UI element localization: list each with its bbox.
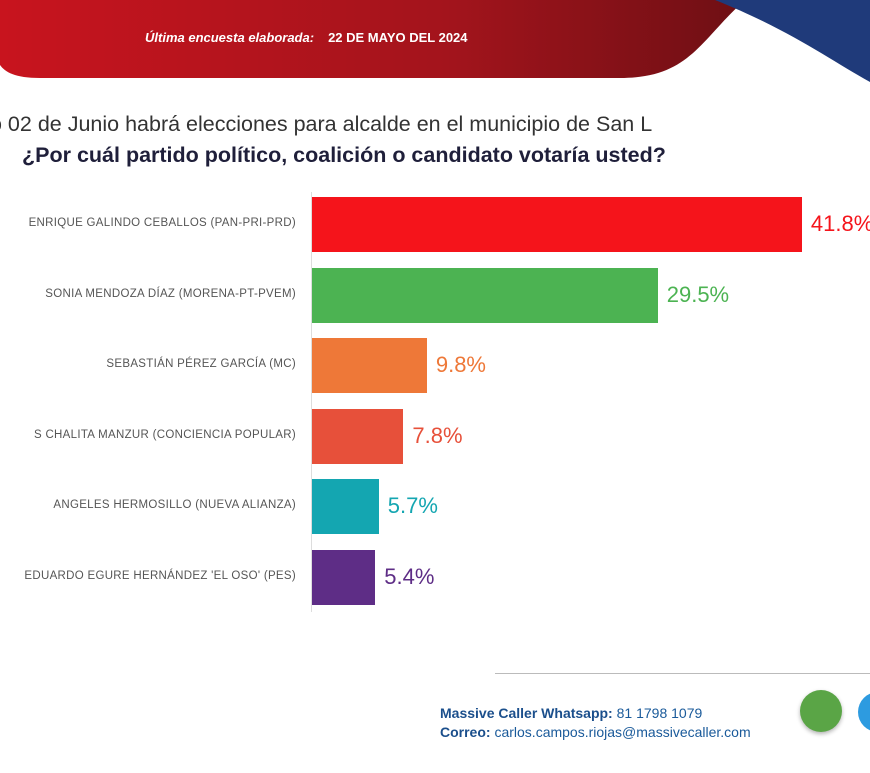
bar — [312, 338, 427, 394]
value-label: 5.4% — [384, 564, 435, 589]
category-label: EDUARDO EGURE HERNÁNDEZ 'EL OSO' (PES) — [24, 570, 296, 582]
chart-axis — [311, 192, 312, 612]
bar — [312, 479, 379, 535]
contact-info: Massive Caller Whatsapp: 81 1798 1079 Co… — [440, 704, 751, 742]
twitter-icon[interactable] — [858, 692, 870, 732]
bar — [312, 408, 404, 464]
header-banner — [0, 0, 870, 82]
footer-divider — [495, 673, 870, 674]
survey-info: Última encuesta elaborada: 22 DE MAYO DEL… — [145, 30, 468, 45]
survey-date: 22 DE MAYO DEL 2024 — [328, 30, 468, 45]
bar-chart: ENRIQUE GALINDO CEBALLOS (PAN-PRI-PRD) 41… — [0, 190, 870, 620]
category-label: SONIA MENDOZA DÍAZ (MORENA-PT-PVEM) — [45, 287, 296, 300]
bar — [312, 267, 658, 323]
email-label: Correo: — [440, 724, 491, 740]
survey-label: Última encuesta elaborada: — [145, 30, 315, 45]
bar — [312, 550, 376, 605]
question-title: ¿Por cuál partido político, coalición o … — [22, 143, 666, 167]
whatsapp-number: 81 1798 1079 — [616, 705, 703, 721]
value-label: 5.7% — [387, 493, 438, 519]
value-label: 9.8% — [435, 352, 486, 378]
category-label: ANGELES HERMOSILLO (NUEVA ALIANZA) — [53, 499, 296, 512]
whatsapp-icon[interactable] — [800, 690, 842, 732]
category-label: SEBASTIÁN PÉREZ GARCÍA (MC) — [106, 358, 296, 371]
question-context: o 02 de Junio habrá elecciones para alca… — [0, 112, 653, 136]
value-label: 29.5% — [666, 281, 730, 307]
bar — [312, 197, 802, 252]
value-label: 41.8% — [810, 211, 870, 236]
category-label: S CHALITA MANZUR (CONCIENCIA POPULAR) — [33, 428, 296, 441]
email[interactable]: carlos.campos.riojas@massivecaller.com — [494, 724, 751, 740]
value-label: 7.8% — [412, 422, 463, 448]
category-label: ENRIQUE GALINDO CEBALLOS (PAN-PRI-PRD) — [28, 217, 296, 229]
whatsapp-label: Massive Caller Whatsapp: — [440, 705, 613, 721]
